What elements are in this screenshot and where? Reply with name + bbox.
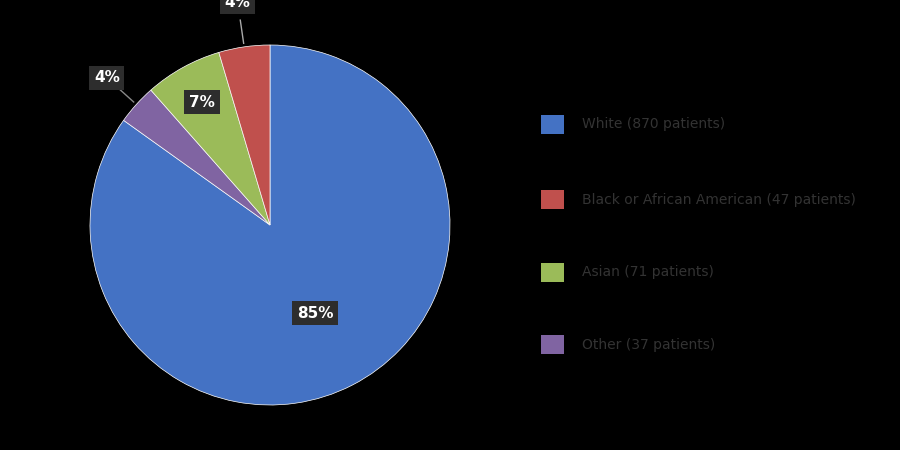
FancyBboxPatch shape: [541, 190, 563, 209]
Text: White (870 patients): White (870 patients): [582, 117, 725, 131]
Text: Other (37 patients): Other (37 patients): [582, 338, 716, 352]
FancyBboxPatch shape: [541, 335, 563, 354]
Wedge shape: [151, 52, 270, 225]
FancyBboxPatch shape: [541, 263, 563, 282]
Wedge shape: [219, 45, 270, 225]
Wedge shape: [90, 45, 450, 405]
FancyBboxPatch shape: [541, 115, 563, 134]
Text: 7%: 7%: [189, 94, 215, 110]
Wedge shape: [123, 90, 270, 225]
Text: 85%: 85%: [297, 306, 334, 320]
Text: Asian (71 patients): Asian (71 patients): [582, 265, 715, 279]
Text: 4%: 4%: [225, 0, 250, 10]
Text: 4%: 4%: [94, 70, 120, 86]
Text: Black or African American (47 patients): Black or African American (47 patients): [582, 193, 857, 207]
